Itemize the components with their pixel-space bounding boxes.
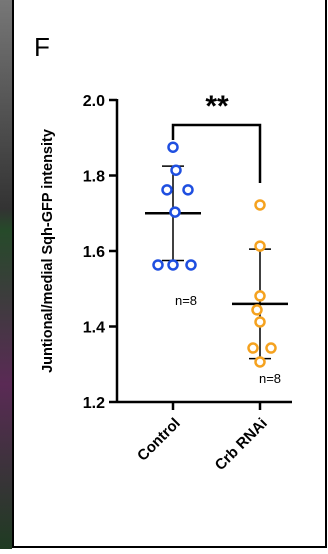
data-point <box>256 291 265 300</box>
data-point <box>249 344 258 353</box>
chart: F Juntional/medial Sqh-GFP intensity 1.2… <box>0 0 328 549</box>
page: F Juntional/medial Sqh-GFP intensity 1.2… <box>0 0 328 549</box>
data-point <box>154 260 163 269</box>
data-point <box>187 260 196 269</box>
data-point <box>184 185 193 194</box>
data-point <box>267 344 276 353</box>
data-point <box>163 185 172 194</box>
data-point <box>169 143 178 152</box>
data-point <box>256 242 265 251</box>
data-point <box>256 200 265 209</box>
data-point <box>169 260 178 269</box>
x-tick-label: Crb RNAi <box>212 415 271 474</box>
significance-label: ** <box>205 90 229 123</box>
panel-frame <box>13 0 326 547</box>
y-tick-label: 1.4 <box>83 320 105 337</box>
data-point <box>253 305 262 314</box>
data-point <box>172 166 181 175</box>
n-label: n=8 <box>259 371 281 386</box>
x-tick-label: Control <box>134 415 184 465</box>
panel-label: F <box>34 32 50 62</box>
data-point <box>256 317 265 326</box>
y-axis-label: Juntional/medial Sqh-GFP intensity <box>40 129 56 373</box>
image-strip <box>0 0 12 549</box>
significance-bracket <box>173 125 260 183</box>
n-label: n=8 <box>175 293 197 308</box>
data-point <box>256 357 265 366</box>
y-tick-label: 1.8 <box>83 169 105 186</box>
data-point <box>171 208 180 217</box>
y-tick-label: 1.2 <box>83 395 105 412</box>
y-tick-label: 1.6 <box>83 244 105 261</box>
y-tick-label: 2.0 <box>83 93 105 110</box>
